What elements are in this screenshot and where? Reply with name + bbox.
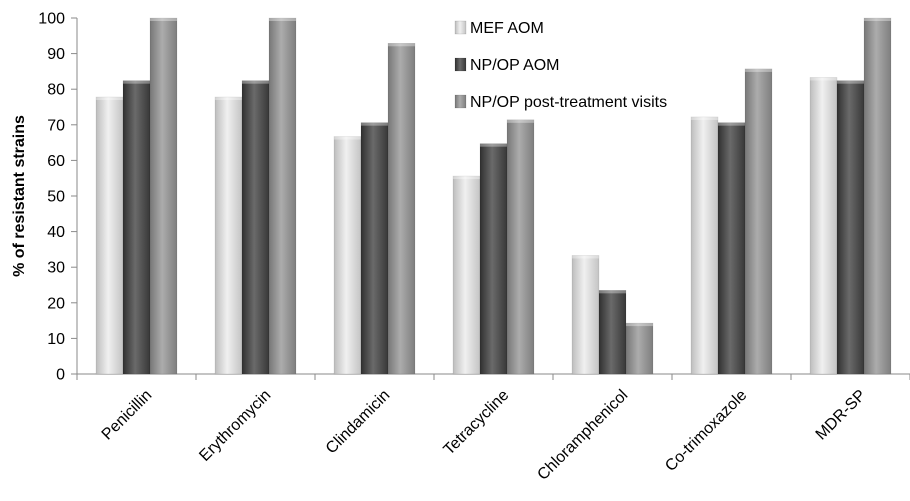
bar-co-trimoxazole-series-0 bbox=[690, 116, 719, 375]
legend-swatch bbox=[454, 94, 467, 109]
x-category-label: Co-trimoxazole bbox=[662, 387, 750, 475]
bar-cap bbox=[810, 77, 837, 81]
legend-label: MEF AOM bbox=[470, 20, 544, 37]
bar-chloramphenicol-series-2 bbox=[625, 322, 654, 375]
x-category-label: MDR-SP bbox=[813, 387, 870, 444]
bar-cap bbox=[745, 68, 772, 72]
bar-cap bbox=[150, 18, 177, 21]
bar-cap bbox=[599, 290, 626, 294]
legend-label: NP/OP post-treatment visits bbox=[470, 94, 667, 111]
bar-clindamicin-series-2 bbox=[387, 43, 416, 375]
bar-clindamicin-series-1 bbox=[360, 122, 389, 375]
bar-cap bbox=[837, 80, 864, 84]
bar-penicillin-series-1 bbox=[122, 80, 151, 375]
bar-cap bbox=[480, 143, 507, 147]
y-axis-title: % of resistant strains bbox=[11, 115, 28, 277]
bar-cap bbox=[691, 116, 718, 120]
bar-chloramphenicol-series-1 bbox=[598, 290, 627, 375]
bar-penicillin-series-0 bbox=[95, 96, 124, 375]
bar-clindamicin-series-0 bbox=[333, 136, 362, 375]
bar-cap bbox=[242, 80, 269, 84]
bar-cap bbox=[453, 176, 480, 180]
bar-tetracycline-series-2 bbox=[506, 119, 535, 375]
x-category-label: Clindamicin bbox=[323, 387, 394, 458]
bar-cap bbox=[507, 119, 534, 123]
legend-label: NP/OP AOM bbox=[470, 57, 560, 74]
x-category-label: Chloramphenicol bbox=[534, 387, 631, 484]
legend-swatch bbox=[454, 57, 467, 72]
y-tick-label: 80 bbox=[47, 82, 65, 99]
bar-cap bbox=[388, 43, 415, 47]
y-tick-label: 10 bbox=[47, 331, 65, 348]
bar-cap bbox=[361, 122, 388, 126]
bar-cap bbox=[334, 136, 361, 140]
legend: MEF AOM NP/OP AOM NP/OP post-treatment vis… bbox=[454, 20, 667, 111]
bar-erythromycin-series-2 bbox=[268, 17, 297, 375]
bar-mdr-sp-series-1 bbox=[836, 80, 865, 375]
bar-cap bbox=[626, 323, 653, 327]
bar-penicillin-series-2 bbox=[149, 17, 178, 375]
y-tick-label: 100 bbox=[38, 11, 65, 28]
bar-mdr-sp-series-0 bbox=[809, 77, 838, 375]
bar-tetracycline-series-1 bbox=[479, 143, 508, 375]
bar-erythromycin-series-1 bbox=[241, 80, 270, 375]
bar-cap bbox=[96, 97, 123, 101]
y-tick-label: 20 bbox=[47, 295, 65, 312]
y-tick-label: 90 bbox=[47, 46, 65, 63]
bar-cap bbox=[123, 80, 150, 84]
bar-mdr-sp-series-2 bbox=[863, 17, 892, 375]
bar-cap bbox=[215, 97, 242, 101]
y-tick-label: 50 bbox=[47, 189, 65, 206]
bar-cap bbox=[269, 18, 296, 21]
bar-co-trimoxazole-series-2 bbox=[744, 68, 773, 375]
x-category-label: Tetracycline bbox=[441, 387, 513, 459]
bar-cap bbox=[572, 255, 599, 259]
y-tick-label: 70 bbox=[47, 117, 65, 134]
legend-swatch bbox=[454, 20, 467, 35]
bar-cap bbox=[718, 122, 745, 126]
x-category-label: Erythromycin bbox=[196, 387, 274, 465]
y-tick-label: 40 bbox=[47, 224, 65, 241]
bars bbox=[95, 17, 892, 375]
bar-erythromycin-series-0 bbox=[214, 96, 243, 375]
y-tick-label: 0 bbox=[56, 367, 65, 384]
y-tick-label: 60 bbox=[47, 153, 65, 170]
y-tick-label: 30 bbox=[47, 260, 65, 277]
bar-chloramphenicol-series-0 bbox=[571, 255, 600, 375]
bar-co-trimoxazole-series-1 bbox=[717, 122, 746, 375]
x-category-label: Penicillin bbox=[99, 387, 156, 444]
bar-tetracycline-series-0 bbox=[452, 175, 481, 375]
bar-cap bbox=[864, 18, 891, 21]
